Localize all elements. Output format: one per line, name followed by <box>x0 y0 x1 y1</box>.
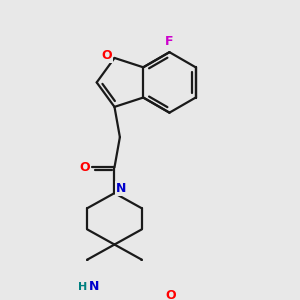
Text: H: H <box>78 282 87 292</box>
Text: O: O <box>102 49 112 62</box>
Text: F: F <box>165 35 174 48</box>
Text: N: N <box>116 182 126 195</box>
Text: O: O <box>79 161 89 174</box>
Text: O: O <box>165 290 176 300</box>
Text: N: N <box>89 280 99 293</box>
